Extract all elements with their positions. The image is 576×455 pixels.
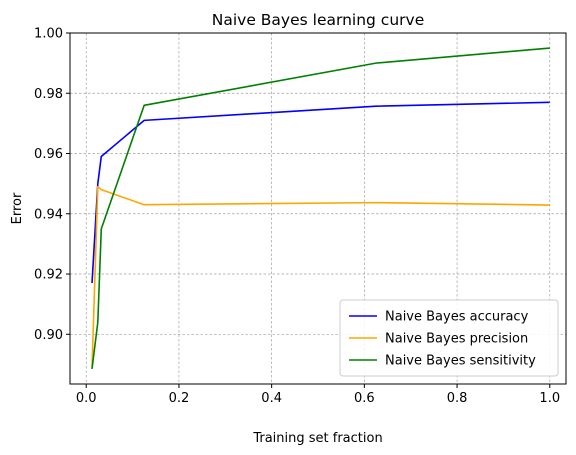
legend-label: Naive Bayes precision: [385, 332, 528, 347]
x-axis-label: Training set fraction: [252, 431, 382, 446]
y-tick-label: 1.00: [34, 27, 63, 42]
legend: Naive Bayes accuracy Naive Bayes precisio…: [339, 299, 559, 377]
x-tick-label: 0.6: [354, 391, 375, 406]
y-tick-label: 0.96: [34, 147, 63, 162]
x-tick-label: 1.0: [539, 391, 560, 406]
series-lines: [91, 47, 550, 370]
x-tick-label: 0.4: [261, 391, 282, 406]
plot-frame: [69, 32, 567, 385]
chart-title: Naive Bayes learning curve: [212, 11, 424, 29]
y-axis-label: Error: [10, 192, 25, 224]
legend-label: Naive Bayes accuracy: [385, 310, 529, 325]
y-tick-label: 0.94: [34, 207, 63, 222]
series-line: [91, 185, 550, 368]
legend-box: [339, 299, 559, 377]
y-tick-label: 0.92: [34, 268, 63, 283]
x-tick-label: 0.8: [447, 391, 468, 406]
x-tick-label: 0.0: [76, 391, 97, 406]
axis-ticks: 0.0 0.2 0.4 0.6 0.8 1.0 0.90 0.92 0.94 0.96 0.98 1.…: [34, 27, 560, 407]
series-line: [91, 47, 550, 370]
x-tick-label: 0.2: [169, 391, 190, 406]
legend-label: Naive Bayes sensitivity: [385, 354, 536, 369]
y-tick-label: 0.98: [34, 87, 63, 102]
y-tick-label: 0.90: [34, 328, 63, 343]
